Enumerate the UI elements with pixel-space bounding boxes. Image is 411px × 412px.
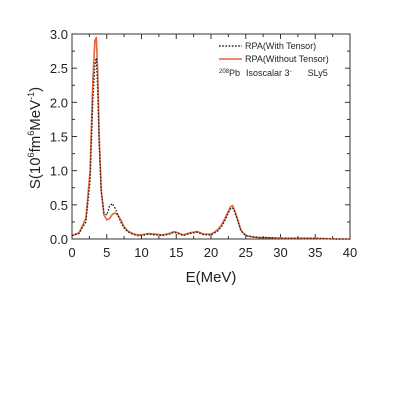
y-tick-label: 0.5: [50, 198, 68, 213]
series-line-with-tensor: [71, 57, 350, 240]
y-tick-label: 1.0: [50, 164, 68, 179]
legend: RPA(With Tensor) RPA(Without Tensor): [219, 41, 329, 64]
x-tick-label: 0: [68, 245, 75, 260]
y-tick-label: 2.0: [50, 95, 68, 110]
x-tick-label: 40: [343, 245, 357, 260]
x-tick-label: 25: [239, 245, 253, 260]
x-axis-title: E(MeV): [186, 269, 237, 286]
series-lines: [71, 36, 350, 240]
legend-label-without-tensor: RPA(Without Tensor): [245, 54, 329, 64]
y-tick-label: 0.0: [50, 232, 68, 247]
x-tick-label: 10: [134, 245, 148, 260]
x-tick-label: 15: [169, 245, 183, 260]
x-tick-label: 35: [308, 245, 322, 260]
x-tick-labels: 0 5 10 15 20 25 30 35 40: [68, 245, 357, 260]
legend-label-with-tensor: RPA(With Tensor): [245, 41, 316, 51]
y-axis-title: S(106fm6MeV-1): [26, 87, 44, 189]
y-tick-label: 1.5: [50, 130, 68, 145]
x-tick-label: 5: [103, 245, 110, 260]
y-tick-label: 2.5: [50, 61, 68, 76]
y-tick-labels: 0.0 0.5 1.0 1.5 2.0 2.5 3.0: [50, 27, 68, 247]
plot-frame: [71, 33, 351, 240]
y-tick-label: 3.0: [50, 27, 68, 42]
x-tick-label: 30: [273, 245, 287, 260]
x-tick-label: 20: [204, 245, 218, 260]
annotation-text: 208Pb Isoscalar 3- SLy5: [219, 68, 328, 78]
axis-ticks: [71, 33, 351, 240]
